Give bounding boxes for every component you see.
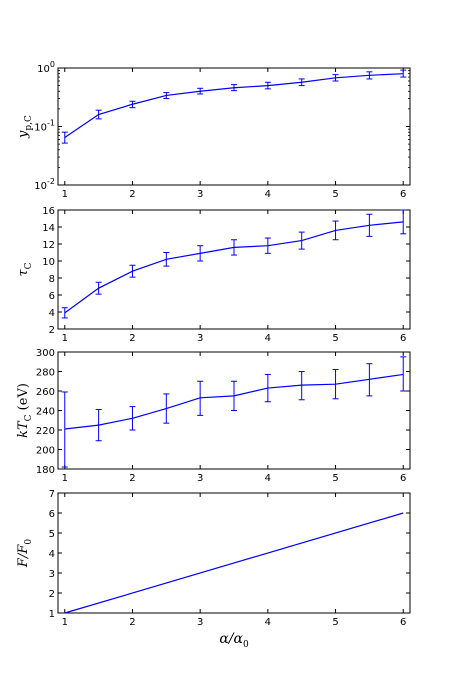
y-tick-label: 220: [36, 426, 55, 437]
error-bar: [400, 209, 407, 235]
x-tick-label: 2: [129, 617, 135, 628]
y-tick-label: 200: [36, 446, 55, 457]
y-axis-label: τC: [16, 262, 34, 276]
error-bar: [129, 100, 136, 109]
plot-frame: [57, 492, 411, 614]
error-bar: [95, 281, 102, 295]
y-tick-label: 8: [49, 274, 55, 285]
x-axis-label: α/α0: [219, 631, 249, 650]
y-tick-label: 10-1: [34, 119, 55, 134]
error-bar: [163, 252, 170, 267]
y-tick-label: 6: [49, 509, 55, 520]
y-tick-label: 2: [49, 589, 55, 600]
error-bar: [95, 409, 102, 442]
y-tick-label: 7: [49, 489, 55, 500]
error-bar: [163, 393, 170, 424]
error-bar: [400, 69, 407, 78]
y-tick-label: 3: [49, 569, 55, 580]
error-bar: [298, 231, 305, 250]
x-tick-label: 1: [62, 189, 68, 200]
y-tick-label: 180: [36, 465, 55, 476]
y-tick-label: 10-2: [34, 177, 55, 192]
panel-4: 1 2 3 4 5 6 1 2 3 4 5 6 7 F/F0 α/α0: [16, 489, 411, 650]
y-axis-label: yp,C: [16, 115, 34, 139]
x-tick-label: 6: [400, 473, 406, 484]
y-tick-label: 100: [37, 60, 55, 75]
x-tick-label: 3: [197, 617, 203, 628]
error-bar: [95, 109, 102, 120]
x-tick-label: 3: [197, 333, 203, 344]
error-bar: [231, 380, 237, 411]
error-bar: [332, 220, 339, 241]
panel-3: 1 2 3 4 5 6 180 200 220 240 260 280 300 kTC (eV): [16, 348, 411, 484]
error-bar: [366, 71, 373, 80]
x-tick-label: 6: [400, 617, 406, 628]
series-line: [64, 221, 404, 314]
error-bar: [61, 131, 68, 144]
error-bar: [61, 391, 68, 468]
y-tick-label: 5: [49, 529, 55, 540]
error-bar: [366, 213, 373, 237]
error-bar: [332, 369, 339, 400]
y-tick-label: 12: [42, 240, 55, 251]
y-axis-label: kTC (eV): [16, 383, 34, 438]
error-bar: [197, 380, 204, 416]
y-tick-label: 4: [49, 308, 55, 319]
error-bar: [197, 245, 204, 262]
error-bar: [332, 74, 339, 82]
x-tick-label: 1: [62, 333, 68, 344]
error-bar: [298, 78, 305, 87]
error-bar: [231, 84, 237, 92]
series-line: [64, 512, 404, 614]
error-bar: [129, 406, 136, 431]
x-tick-label: 4: [265, 333, 271, 344]
x-tick-label: 3: [197, 189, 203, 200]
series-line: [64, 73, 404, 138]
error-bar: [129, 264, 136, 278]
x-tick-label: 1: [62, 473, 68, 484]
error-bar: [264, 237, 271, 254]
error-bar: [298, 371, 305, 401]
x-tick-label: 3: [197, 473, 203, 484]
x-tick-label: 4: [265, 473, 271, 484]
error-bar: [197, 87, 204, 95]
x-tick-label: 6: [400, 189, 406, 200]
x-tick-label: 1: [62, 617, 68, 628]
x-tick-label: 5: [332, 333, 338, 344]
y-tick-label: 280: [36, 368, 55, 379]
y-tick-label: 300: [36, 348, 55, 359]
x-tick-label: 5: [332, 473, 338, 484]
y-tick-label: 1: [49, 609, 55, 620]
y-tick-label: 14: [42, 223, 55, 234]
error-bar: [264, 373, 271, 403]
x-tick-label: 5: [332, 189, 338, 200]
x-tick-label: 4: [265, 189, 271, 200]
plot-frame: [57, 209, 411, 330]
error-bar: [400, 356, 407, 392]
error-bar: [366, 363, 373, 397]
y-tick-label: 16: [42, 206, 55, 217]
x-tick-label: 2: [129, 189, 135, 200]
x-tick-label: 4: [265, 617, 271, 628]
error-bar: [264, 81, 271, 90]
panel-1: 1 2 3 4 5 6 10-2 10-1 100 yp,C: [16, 60, 411, 200]
x-tick-label: 5: [332, 617, 338, 628]
y-tick-label: 4: [49, 549, 55, 560]
y-tick-label: 6: [49, 291, 55, 302]
error-bar: [163, 92, 170, 100]
error-bar: [61, 307, 68, 319]
y-axis-label: F/F0: [16, 539, 34, 568]
x-tick-label: 6: [400, 333, 406, 344]
y-tick-label: 10: [42, 257, 55, 268]
error-bar: [231, 239, 237, 256]
y-tick-label: 240: [36, 407, 55, 418]
y-tick-label: 2: [49, 325, 55, 336]
y-tick-label: 260: [36, 387, 55, 398]
x-tick-label: 2: [129, 333, 135, 344]
x-tick-label: 2: [129, 473, 135, 484]
